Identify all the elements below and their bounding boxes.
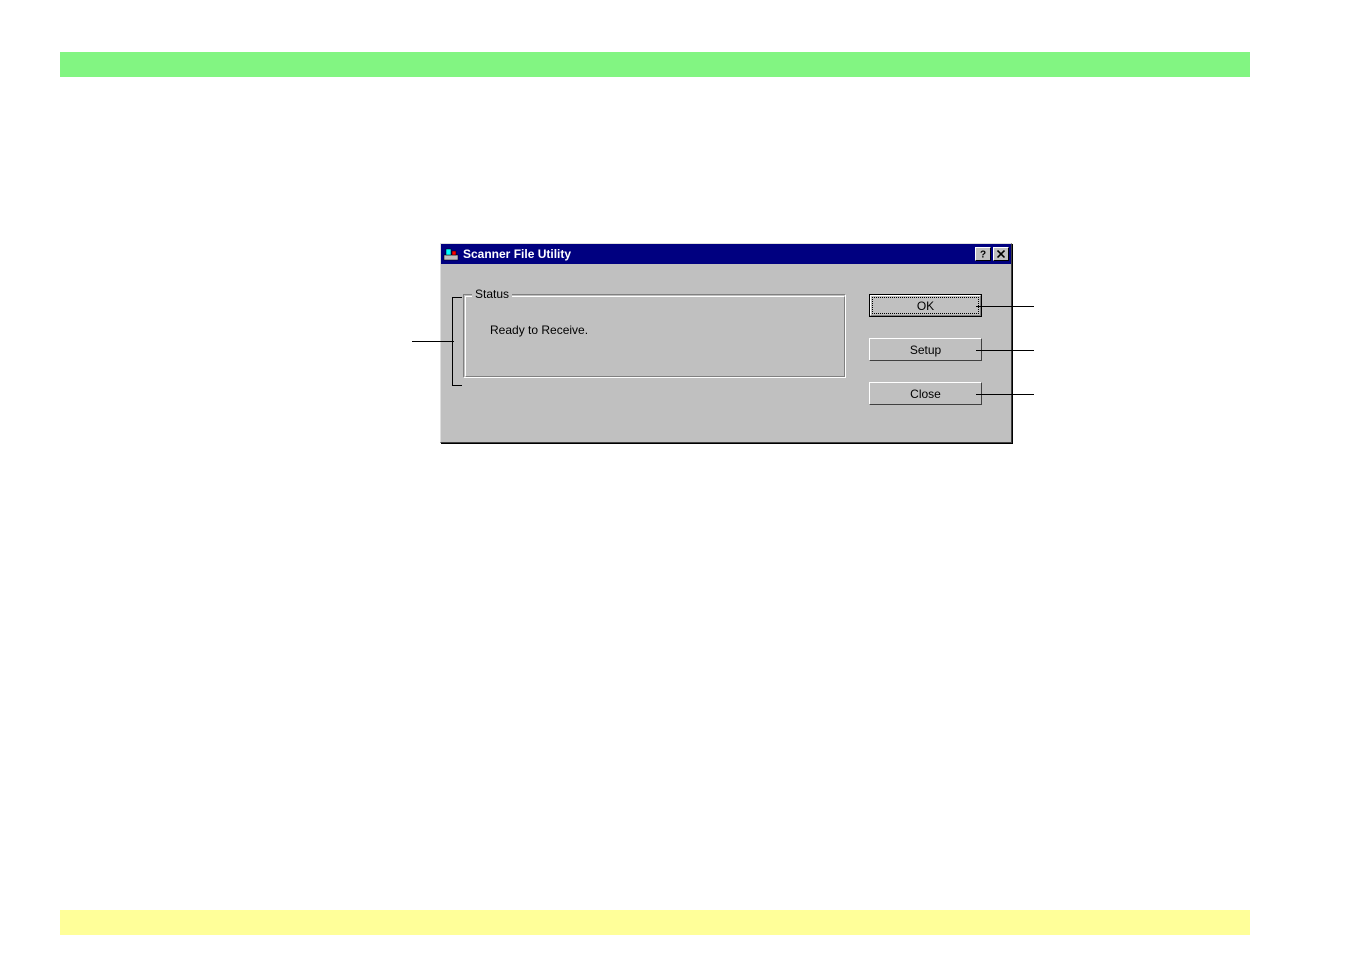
- close-button[interactable]: Close: [869, 382, 982, 405]
- page-top-bar: [60, 52, 1250, 77]
- page-bottom-bar: [60, 910, 1250, 935]
- callout-line: [452, 385, 462, 386]
- dialog-body: Status Ready to Receive. OK Setup Close: [441, 264, 1011, 442]
- setup-button-label: Setup: [910, 343, 941, 357]
- titlebar[interactable]: Scanner File Utility ?: [441, 244, 1011, 264]
- svg-text:?: ?: [980, 250, 986, 260]
- close-icon[interactable]: [993, 247, 1009, 261]
- scanner-app-icon: [443, 246, 459, 262]
- close-button-label: Close: [910, 387, 941, 401]
- callout-line: [976, 306, 1034, 307]
- callout-line: [976, 350, 1034, 351]
- dialog-title: Scanner File Utility: [463, 247, 973, 261]
- help-icon[interactable]: ?: [975, 247, 991, 261]
- setup-button[interactable]: Setup: [869, 338, 982, 361]
- callout-line: [452, 297, 453, 386]
- ok-button-label: OK: [870, 295, 981, 316]
- ok-button[interactable]: OK: [869, 294, 982, 317]
- status-groupbox: Status Ready to Receive.: [463, 294, 846, 378]
- callout-line: [412, 341, 454, 342]
- scanner-file-utility-dialog: Scanner File Utility ? Status Ready to R…: [440, 243, 1012, 443]
- status-legend: Status: [472, 287, 512, 301]
- status-message: Ready to Receive.: [490, 323, 588, 337]
- callout-line: [976, 394, 1034, 395]
- callout-line: [452, 297, 462, 298]
